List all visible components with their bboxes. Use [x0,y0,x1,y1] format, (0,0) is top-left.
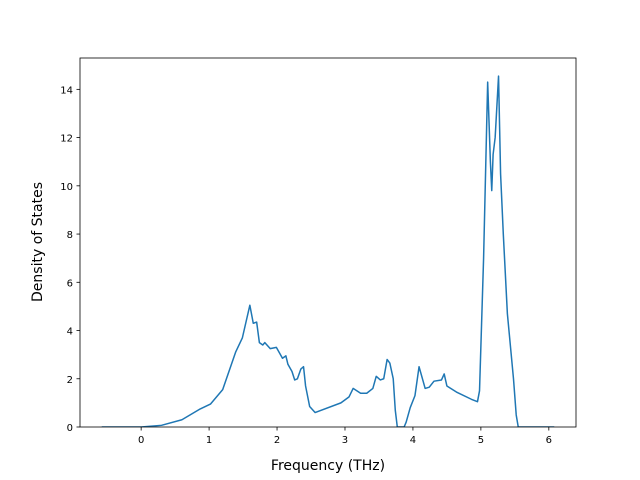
y-tick-label: 6 [67,278,73,289]
x-tick-label: 6 [546,435,552,446]
data-line [101,75,555,427]
x-tick-label: 1 [206,435,212,446]
y-tick-label: 4 [67,327,73,338]
y-tick-label: 2 [67,375,73,386]
x-tick-label: 5 [478,435,484,446]
y-tick-label: 14 [60,85,73,96]
y-axis-label: Density of States [30,182,46,302]
x-tick-label: 2 [274,435,280,446]
y-tick-label: 10 [60,182,73,193]
y-tick-label: 12 [60,134,73,145]
x-tick-label: 0 [138,435,144,446]
y-tick-label: 8 [67,230,73,241]
plot-frame [79,57,577,428]
x-tick-label: 4 [410,435,416,446]
y-tick-label: 0 [67,423,73,434]
x-axis-label: Frequency (THz) [271,458,385,474]
x-tick-label: 3 [342,435,348,446]
